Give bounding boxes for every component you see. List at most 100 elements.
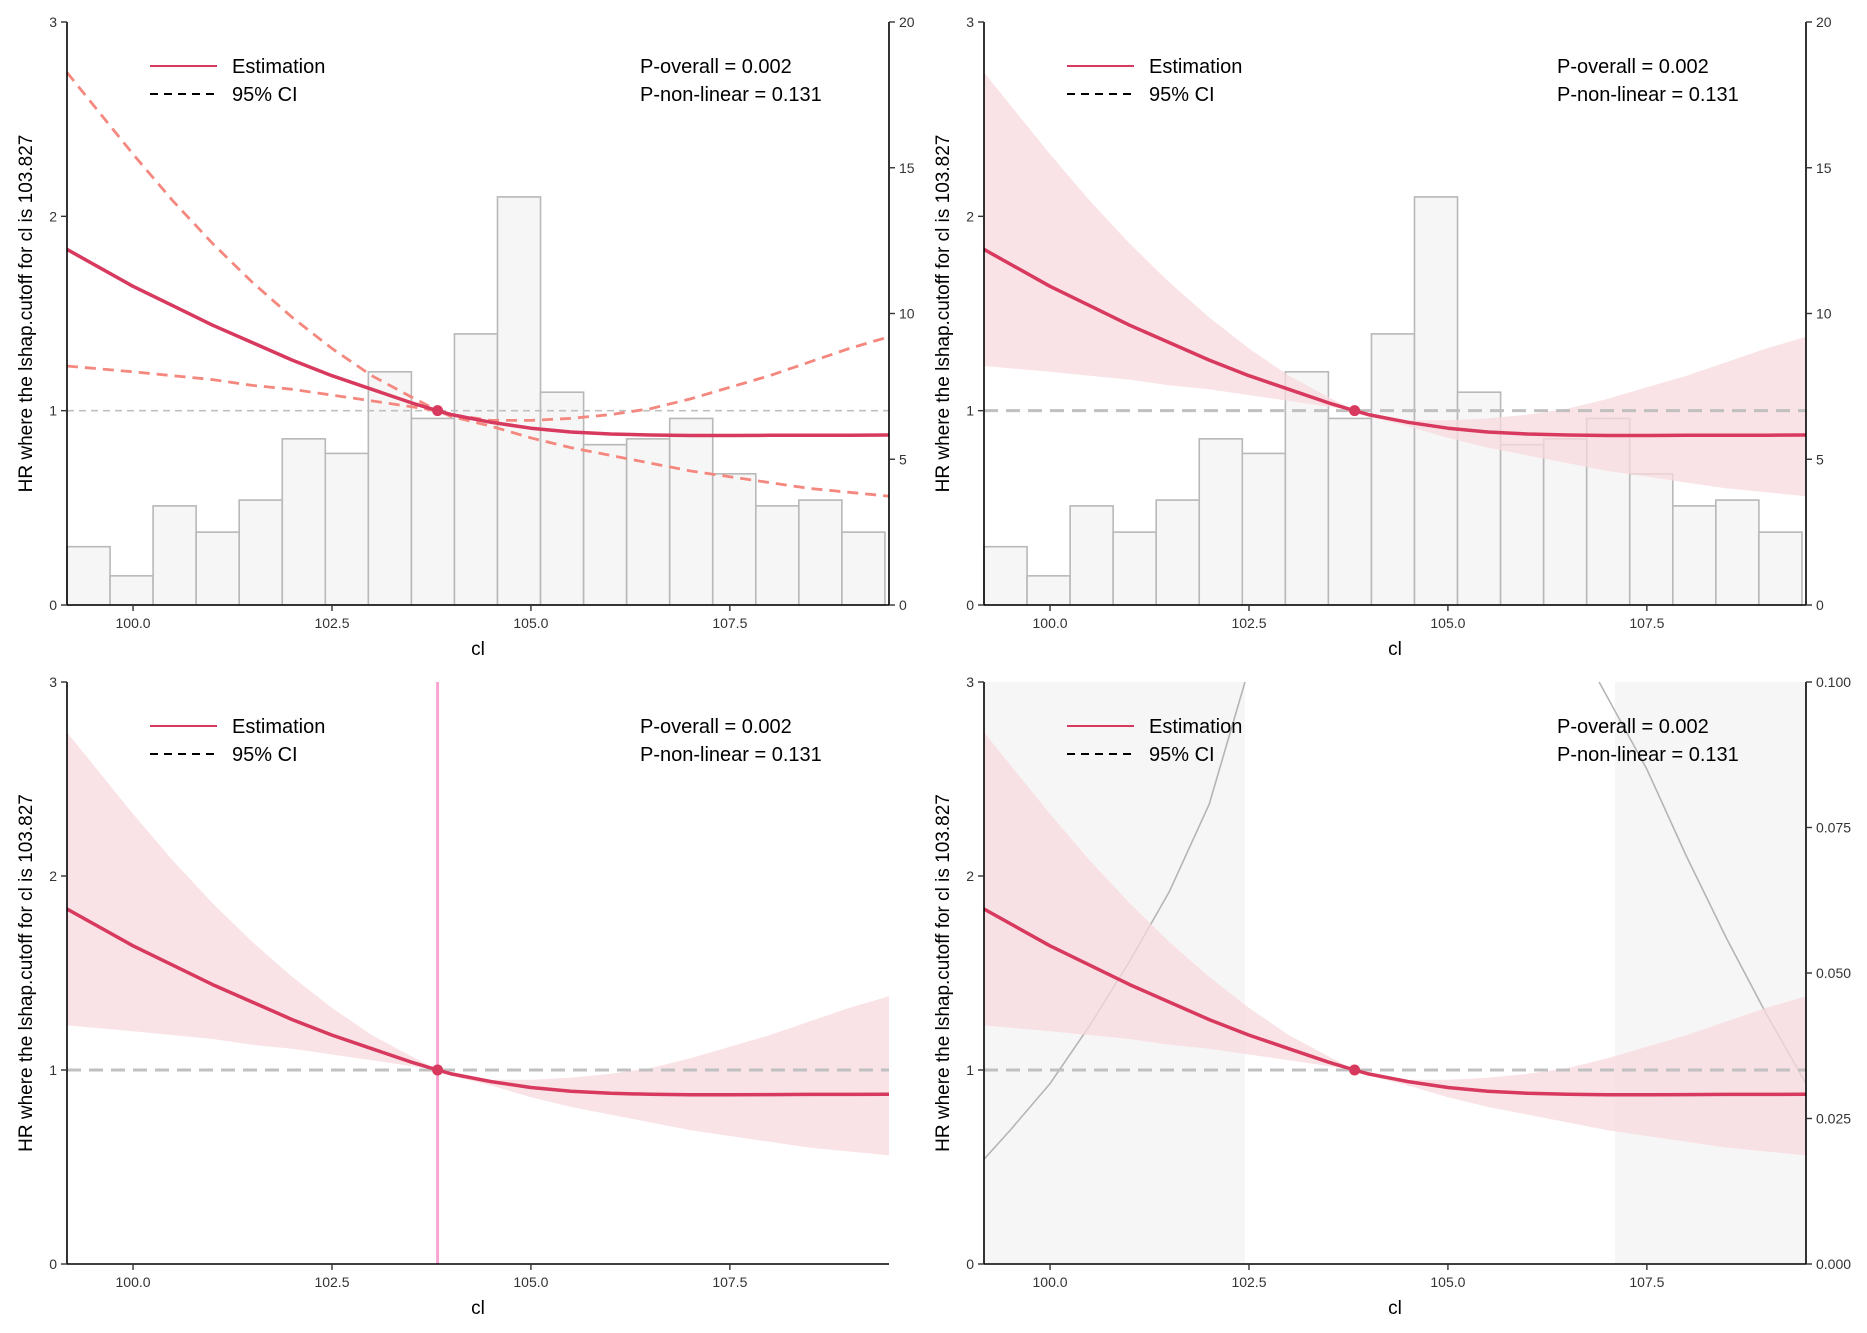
histogram-bar <box>711 473 757 606</box>
secondary-y-tick-label: 10 <box>1816 306 1832 322</box>
estimate-line <box>983 247 1807 438</box>
x-tick-label: 105.0 <box>1430 1274 1465 1290</box>
x-tick-label: 100.0 <box>1033 615 1068 631</box>
x-axis-title: cl <box>1388 1298 1402 1319</box>
legend-estimation-label: Estimation <box>1149 56 1242 78</box>
p-overall: P-overall = 0.002 <box>1557 716 1709 738</box>
legend-estimation-label: Estimation <box>1149 716 1242 738</box>
y-tick-label: 2 <box>966 868 974 884</box>
histogram-bar <box>1370 333 1416 606</box>
x-axis-title: cl <box>1388 639 1402 660</box>
cutoff-point <box>432 1064 444 1076</box>
histogram-bar <box>841 531 886 606</box>
x-tick-label: 107.5 <box>712 615 747 631</box>
secondary-y-tick-label: 0.075 <box>1816 820 1851 836</box>
secondary-y-tick-label: 0.100 <box>1816 674 1851 690</box>
histogram-bar <box>496 196 542 606</box>
histogram <box>66 196 886 606</box>
p-non-linear: P-non-linear = 0.131 <box>640 84 822 106</box>
histogram-bar <box>324 452 370 606</box>
x-tick-label: 102.5 <box>314 1274 349 1290</box>
x-tick-label: 102.5 <box>1231 615 1266 631</box>
estimate-line <box>983 907 1807 1097</box>
histogram-bar <box>1198 438 1244 606</box>
y-tick-label: 2 <box>49 868 57 884</box>
y-axis-title: HR where the lshap.cutoff for cl is 103.… <box>933 135 954 493</box>
histogram-bar <box>1026 575 1071 606</box>
histogram-bar <box>1671 505 1717 606</box>
legend-ci-label: 95% CI <box>1149 744 1215 766</box>
histogram-bar <box>1069 505 1114 606</box>
p-overall: P-overall = 0.002 <box>640 716 792 738</box>
secondary-y-tick-label: 15 <box>1816 160 1832 176</box>
cutoff-point <box>1349 405 1361 417</box>
histogram-bar <box>1413 196 1459 606</box>
histogram-bar <box>983 545 1028 606</box>
y-tick-label: 0 <box>966 1256 974 1272</box>
secondary-y-tick-label: 0.000 <box>1816 1256 1851 1272</box>
histogram-bar <box>453 333 499 606</box>
legend: Estimation 95% CI <box>150 716 325 766</box>
x-tick-label: 105.0 <box>513 615 548 631</box>
x-tick-label: 105.0 <box>513 1274 548 1290</box>
y-axis-title: HR where the lshap.cutoff for cl is 103.… <box>16 135 37 493</box>
y-axis-title: HR where the lshap.cutoff for cl is 103.… <box>16 794 37 1152</box>
histogram-bar <box>582 443 628 606</box>
x-tick-label: 107.5 <box>712 1274 747 1290</box>
secondary-y-tick-label: 5 <box>1816 451 1824 467</box>
y-tick-label: 1 <box>966 403 974 419</box>
histogram-bar <box>668 417 714 606</box>
secondary-y-tick-label: 0.050 <box>1816 965 1851 981</box>
histogram-bar <box>539 391 585 606</box>
estimate-line <box>66 907 890 1097</box>
histogram-bar <box>367 370 413 606</box>
y-tick-label: 3 <box>49 674 57 690</box>
panel-bottom-right: 100.0 102.5 105.0 107.5 0 1 2 3 0.000 0.025 0.050 0… <box>933 674 1851 1319</box>
histogram-bar <box>238 499 284 606</box>
x-tick-label: 107.5 <box>1629 615 1664 631</box>
p-non-linear: P-non-linear = 0.131 <box>640 744 822 766</box>
ci-band <box>67 732 889 1156</box>
x-tick-label: 105.0 <box>1430 615 1465 631</box>
histogram-bar <box>1327 417 1373 606</box>
p-overall: P-overall = 0.002 <box>640 56 792 78</box>
secondary-y-tick-label: 0 <box>899 597 907 613</box>
x-tick-label: 107.5 <box>1629 1274 1664 1290</box>
panel-top-right: 100.0 102.5 105.0 107.5 0 1 2 3 0 5 10 15 20 cl HR whe… <box>933 14 1832 660</box>
ci-lower-line <box>66 364 890 498</box>
y-tick-label: 1 <box>49 1062 57 1078</box>
y-axis-title: HR where the lshap.cutoff for cl is 103.… <box>933 794 954 1152</box>
legend: Estimation 95% CI <box>1067 56 1242 106</box>
p-non-linear: P-non-linear = 0.131 <box>1557 744 1739 766</box>
p-overall: P-overall = 0.002 <box>1557 56 1709 78</box>
legend-ci-label: 95% CI <box>1149 84 1215 106</box>
p-non-linear: P-non-linear = 0.131 <box>1557 84 1739 106</box>
histogram-bar <box>798 499 843 606</box>
density <box>983 681 1807 1264</box>
y-tick-label: 1 <box>49 403 57 419</box>
x-tick-label: 100.0 <box>116 1274 151 1290</box>
x-tick-label: 100.0 <box>116 615 151 631</box>
ci-band <box>984 732 1806 1156</box>
y-tick-label: 0 <box>49 597 57 613</box>
legend-ci-label: 95% CI <box>232 84 298 106</box>
histogram-bar <box>66 545 111 606</box>
secondary-y-tick-label: 10 <box>899 306 915 322</box>
histogram-bar <box>281 438 327 606</box>
histogram-bar <box>195 531 240 606</box>
cutoff-point <box>1349 1064 1361 1076</box>
histogram-bar <box>625 438 671 606</box>
histogram-bar <box>152 505 197 606</box>
x-axis-title: cl <box>471 639 485 660</box>
legend-estimation-label: Estimation <box>232 56 325 78</box>
y-tick-label: 1 <box>966 1062 974 1078</box>
histogram-bar <box>1758 531 1803 606</box>
secondary-y-tick-label: 15 <box>899 160 915 176</box>
x-tick-label: 102.5 <box>314 615 349 631</box>
histogram-bar <box>1715 499 1760 606</box>
cutoff-point <box>432 405 444 417</box>
legend: Estimation 95% CI <box>1067 716 1242 766</box>
histogram-bar <box>1112 531 1157 606</box>
histogram-bar <box>1628 473 1674 606</box>
